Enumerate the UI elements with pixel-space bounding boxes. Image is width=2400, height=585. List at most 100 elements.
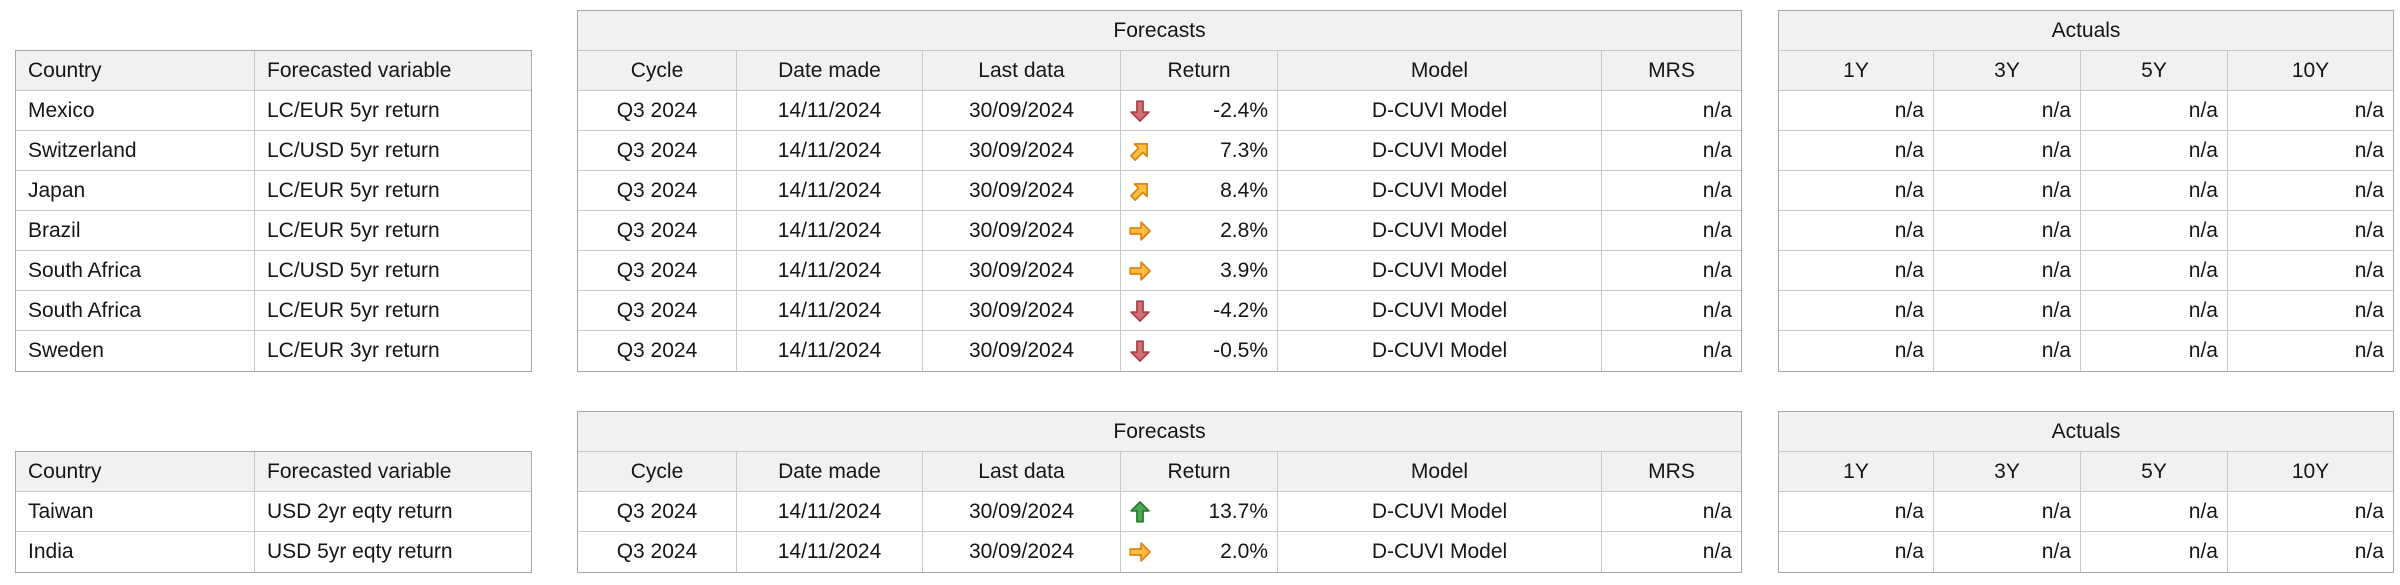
cell-model[interactable]: D-CUVI Model (1278, 131, 1602, 171)
cell-date-made[interactable]: 14/11/2024 (737, 171, 923, 211)
cell-country[interactable]: Japan (16, 171, 255, 211)
cell-actual-5y[interactable]: n/a (2081, 171, 2228, 211)
cell-mrs[interactable]: n/a (1602, 91, 1741, 131)
cell-return[interactable]: 13.7% (1121, 492, 1278, 532)
cell-country[interactable]: India (16, 532, 255, 572)
cell-mrs[interactable]: n/a (1602, 211, 1741, 251)
cell-return[interactable]: 8.4% (1121, 171, 1278, 211)
cell-return[interactable]: 7.3% (1121, 131, 1278, 171)
cell-actual-5y[interactable]: n/a (2081, 251, 2228, 291)
cell-date-made[interactable]: 14/11/2024 (737, 492, 923, 532)
column-header-cycle[interactable]: Cycle (578, 51, 737, 91)
cell-mrs[interactable]: n/a (1602, 492, 1741, 532)
cell-actual-10y[interactable]: n/a (2228, 291, 2393, 331)
cell-last-data[interactable]: 30/09/2024 (923, 251, 1121, 291)
cell-last-data[interactable]: 30/09/2024 (923, 211, 1121, 251)
cell-cycle[interactable]: Q3 2024 (578, 291, 737, 331)
cell-date-made[interactable]: 14/11/2024 (737, 211, 923, 251)
cell-cycle[interactable]: Q3 2024 (578, 91, 737, 131)
cell-actual-10y[interactable]: n/a (2228, 211, 2393, 251)
cell-return[interactable]: 3.9% (1121, 251, 1278, 291)
cell-return[interactable]: -0.5% (1121, 331, 1278, 371)
column-header-forecasted-variable[interactable]: Forecasted variable (255, 452, 531, 492)
cell-model[interactable]: D-CUVI Model (1278, 171, 1602, 211)
cell-date-made[interactable]: 14/11/2024 (737, 532, 923, 572)
cell-actual-5y[interactable]: n/a (2081, 532, 2228, 572)
cell-actual-10y[interactable]: n/a (2228, 131, 2393, 171)
cell-actual-1y[interactable]: n/a (1779, 251, 1934, 291)
cell-country[interactable]: Brazil (16, 211, 255, 251)
cell-date-made[interactable]: 14/11/2024 (737, 251, 923, 291)
cell-actual-5y[interactable]: n/a (2081, 131, 2228, 171)
cell-actual-3y[interactable]: n/a (1934, 91, 2081, 131)
cell-country[interactable]: South Africa (16, 251, 255, 291)
column-header-model[interactable]: Model (1278, 452, 1602, 492)
column-header-country[interactable]: Country (16, 452, 255, 492)
cell-actual-5y[interactable]: n/a (2081, 492, 2228, 532)
column-header-actual-3y[interactable]: 3Y (1934, 51, 2081, 91)
cell-actual-3y[interactable]: n/a (1934, 211, 2081, 251)
cell-cycle[interactable]: Q3 2024 (578, 331, 737, 371)
cell-model[interactable]: D-CUVI Model (1278, 91, 1602, 131)
cell-actual-1y[interactable]: n/a (1779, 171, 1934, 211)
cell-actual-10y[interactable]: n/a (2228, 331, 2393, 371)
cell-forecasted-variable[interactable]: USD 2yr eqty return (255, 492, 531, 532)
cell-date-made[interactable]: 14/11/2024 (737, 131, 923, 171)
cell-last-data[interactable]: 30/09/2024 (923, 492, 1121, 532)
cell-return[interactable]: 2.0% (1121, 532, 1278, 572)
column-header-date-made[interactable]: Date made (737, 51, 923, 91)
cell-country[interactable]: Switzerland (16, 131, 255, 171)
cell-actual-1y[interactable]: n/a (1779, 291, 1934, 331)
cell-actual-3y[interactable]: n/a (1934, 131, 2081, 171)
cell-cycle[interactable]: Q3 2024 (578, 532, 737, 572)
cell-return[interactable]: -4.2% (1121, 291, 1278, 331)
cell-date-made[interactable]: 14/11/2024 (737, 91, 923, 131)
cell-cycle[interactable]: Q3 2024 (578, 251, 737, 291)
column-header-return[interactable]: Return (1121, 51, 1278, 91)
cell-actual-3y[interactable]: n/a (1934, 331, 2081, 371)
cell-actual-1y[interactable]: n/a (1779, 131, 1934, 171)
cell-forecasted-variable[interactable]: LC/USD 5yr return (255, 251, 531, 291)
cell-forecasted-variable[interactable]: USD 5yr eqty return (255, 532, 531, 572)
cell-actual-10y[interactable]: n/a (2228, 251, 2393, 291)
cell-forecasted-variable[interactable]: LC/EUR 5yr return (255, 91, 531, 131)
cell-actual-1y[interactable]: n/a (1779, 91, 1934, 131)
column-header-date-made[interactable]: Date made (737, 452, 923, 492)
cell-mrs[interactable]: n/a (1602, 251, 1741, 291)
cell-actual-3y[interactable]: n/a (1934, 251, 2081, 291)
cell-cycle[interactable]: Q3 2024 (578, 211, 737, 251)
column-header-return[interactable]: Return (1121, 452, 1278, 492)
cell-forecasted-variable[interactable]: LC/EUR 5yr return (255, 171, 531, 211)
column-header-mrs[interactable]: MRS (1602, 51, 1741, 91)
column-header-model[interactable]: Model (1278, 51, 1602, 91)
cell-mrs[interactable]: n/a (1602, 331, 1741, 371)
cell-actual-5y[interactable]: n/a (2081, 291, 2228, 331)
column-header-actual-5y[interactable]: 5Y (2081, 452, 2228, 492)
cell-actual-1y[interactable]: n/a (1779, 532, 1934, 572)
cell-actual-5y[interactable]: n/a (2081, 331, 2228, 371)
cell-forecasted-variable[interactable]: LC/EUR 5yr return (255, 211, 531, 251)
cell-actual-5y[interactable]: n/a (2081, 211, 2228, 251)
cell-mrs[interactable]: n/a (1602, 532, 1741, 572)
cell-date-made[interactable]: 14/11/2024 (737, 331, 923, 371)
cell-cycle[interactable]: Q3 2024 (578, 171, 737, 211)
cell-country[interactable]: Taiwan (16, 492, 255, 532)
cell-actual-3y[interactable]: n/a (1934, 171, 2081, 211)
cell-actual-3y[interactable]: n/a (1934, 532, 2081, 572)
cell-forecasted-variable[interactable]: LC/EUR 5yr return (255, 291, 531, 331)
cell-cycle[interactable]: Q3 2024 (578, 492, 737, 532)
cell-actual-5y[interactable]: n/a (2081, 91, 2228, 131)
cell-return[interactable]: 2.8% (1121, 211, 1278, 251)
column-header-cycle[interactable]: Cycle (578, 452, 737, 492)
cell-actual-3y[interactable]: n/a (1934, 291, 2081, 331)
cell-actual-1y[interactable]: n/a (1779, 492, 1934, 532)
cell-actual-1y[interactable]: n/a (1779, 211, 1934, 251)
cell-last-data[interactable]: 30/09/2024 (923, 131, 1121, 171)
cell-last-data[interactable]: 30/09/2024 (923, 91, 1121, 131)
column-header-forecasted-variable[interactable]: Forecasted variable (255, 51, 531, 91)
cell-last-data[interactable]: 30/09/2024 (923, 532, 1121, 572)
column-header-last-data[interactable]: Last data (923, 452, 1121, 492)
column-header-actual-1y[interactable]: 1Y (1779, 51, 1934, 91)
cell-country[interactable]: Sweden (16, 331, 255, 371)
cell-date-made[interactable]: 14/11/2024 (737, 291, 923, 331)
